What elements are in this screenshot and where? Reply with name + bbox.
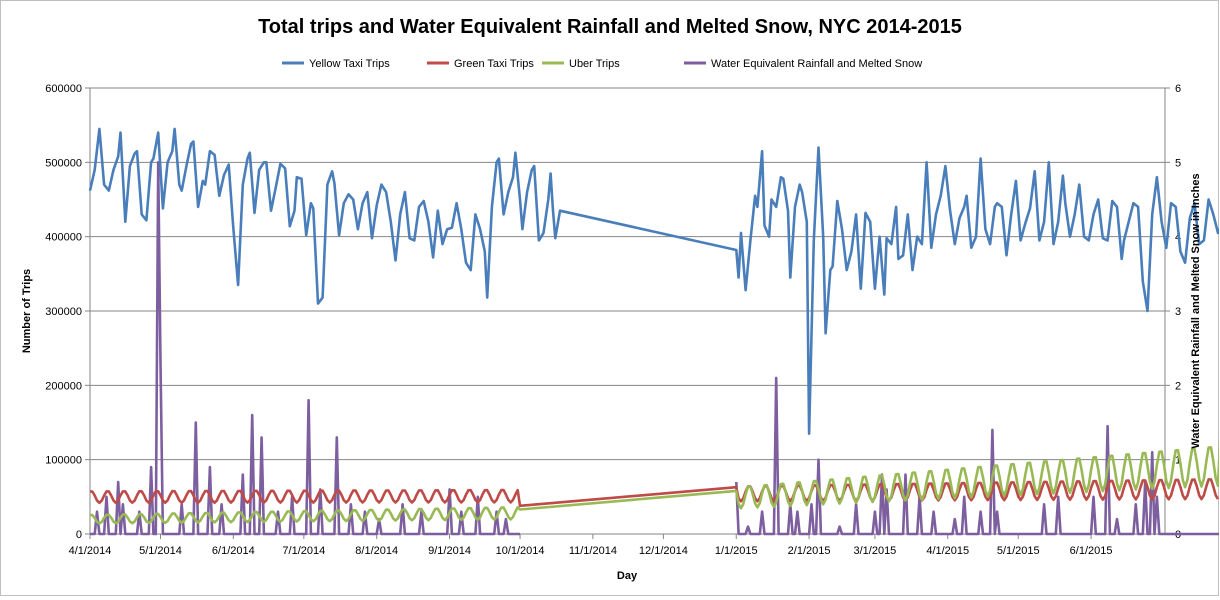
y-tick-label: 400000 bbox=[45, 232, 82, 244]
legend-label: Green Taxi Trips bbox=[454, 58, 534, 70]
y-tick-label: 100000 bbox=[45, 455, 82, 467]
y2-tick-label: 6 bbox=[1175, 83, 1181, 95]
x-axis-title: Day bbox=[617, 570, 638, 582]
y-tick-label: 200000 bbox=[45, 380, 82, 392]
series-line-uber-trips bbox=[90, 432, 1220, 525]
x-tick-label: 5/1/2015 bbox=[997, 545, 1040, 557]
series-line-water-equivalent-rainfall-and-melted-snow bbox=[90, 161, 1220, 536]
y-tick-label: 500000 bbox=[45, 157, 82, 169]
series-line-yellow-taxi-trips bbox=[88, 127, 1220, 435]
x-tick-label: 10/1/2014 bbox=[496, 545, 545, 557]
x-tick-label: 9/1/2014 bbox=[428, 545, 471, 557]
x-tick-label: 7/1/2014 bbox=[282, 545, 325, 557]
y2-tick-label: 1 bbox=[1175, 455, 1181, 467]
y2-axis-title: Water Equivalent Rainfall and Melted Sno… bbox=[1190, 173, 1202, 448]
x-tick-label: 5/1/2014 bbox=[139, 545, 182, 557]
x-tick-label: 3/1/2015 bbox=[853, 545, 896, 557]
x-tick-label: 4/1/2015 bbox=[926, 545, 969, 557]
y2-tick-label: 3 bbox=[1175, 306, 1181, 318]
chart-title: Total trips and Water Equivalent Rainfal… bbox=[258, 16, 962, 38]
x-tick-label: 8/1/2014 bbox=[355, 545, 398, 557]
x-tick-label: 6/1/2015 bbox=[1070, 545, 1113, 557]
legend: Yellow Taxi Trips Green Taxi Trips Uber Tr… bbox=[282, 58, 922, 70]
series-layer bbox=[88, 127, 1220, 536]
legend-label: Water Equivalent Rainfall and Melted Sno… bbox=[711, 58, 922, 70]
x-tick-label: 12/1/2014 bbox=[639, 545, 688, 557]
x-tick-label: 1/1/2015 bbox=[715, 545, 758, 557]
y2-tick-label: 2 bbox=[1175, 380, 1181, 392]
legend-label: Uber Trips bbox=[569, 58, 620, 70]
gridlines bbox=[90, 87, 1165, 461]
x-tick-label: 2/1/2015 bbox=[788, 545, 831, 557]
y-tick-label: 300000 bbox=[45, 306, 82, 318]
y-axis-title: Number of Trips bbox=[21, 269, 33, 353]
y2-tick-label: 5 bbox=[1175, 157, 1181, 169]
x-tick-label: 4/1/2014 bbox=[69, 545, 112, 557]
y-tick-label: 0 bbox=[76, 529, 82, 541]
x-tick-label: 11/1/2014 bbox=[569, 545, 617, 557]
legend-label: Yellow Taxi Trips bbox=[309, 58, 390, 70]
y-tick-label: 600000 bbox=[45, 83, 82, 95]
x-tick-label: 6/1/2014 bbox=[212, 545, 255, 557]
